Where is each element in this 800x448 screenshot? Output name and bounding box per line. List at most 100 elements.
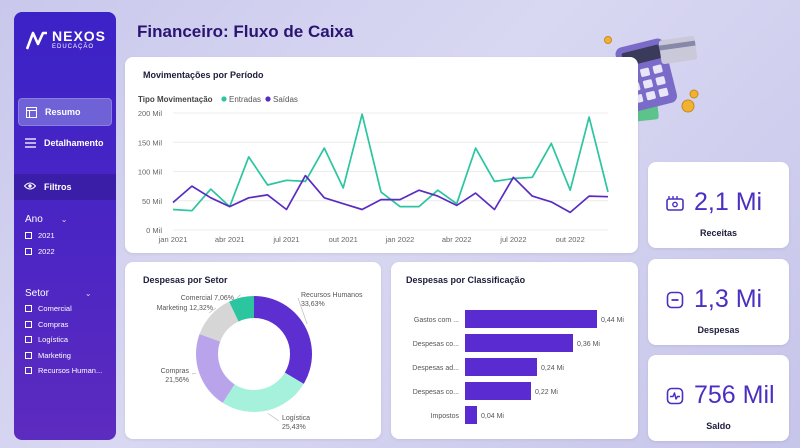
bar-value-label: 0,24 Mi bbox=[541, 365, 564, 372]
setor-filter-list: Comercial Compras Logística Marketing Re… bbox=[25, 301, 102, 379]
filtros-toggle[interactable]: Filtros bbox=[14, 174, 116, 200]
chevron-down-icon: ⌄ bbox=[84, 289, 92, 298]
y-tick-label: 50 Mil bbox=[142, 197, 162, 206]
x-tick-label: out 2021 bbox=[329, 235, 358, 244]
layout-icon bbox=[25, 106, 37, 118]
kpi-value: 756 Mil bbox=[694, 381, 775, 409]
slice-label: Logística bbox=[282, 415, 310, 422]
slice-label: Comercial 7,06% bbox=[181, 295, 234, 302]
kpi-receitas-card: 2,1 Mi Receitas bbox=[648, 162, 789, 248]
kpi-label: Receitas bbox=[699, 228, 738, 238]
leader-line bbox=[191, 373, 197, 375]
pulse-icon bbox=[666, 387, 684, 404]
checkbox-setor-comercial[interactable]: Comercial bbox=[25, 301, 102, 317]
y-tick-label: 200 Mil bbox=[138, 109, 163, 118]
checkbox-label: Comercial bbox=[38, 304, 72, 314]
ano-filter-label: Ano bbox=[25, 214, 43, 225]
nav-resumo-label: Resumo bbox=[45, 107, 81, 117]
nav-detalhamento-label: Detalhamento bbox=[44, 138, 104, 148]
bar-value-label: 0,22 Mi bbox=[535, 389, 558, 396]
x-tick-label: jan 2022 bbox=[385, 235, 415, 244]
kpi-value: 2,1 Mi bbox=[694, 188, 763, 216]
legend-title: Tipo Movimentação bbox=[138, 95, 213, 104]
bar[interactable] bbox=[465, 358, 537, 376]
checkbox-label: Logística bbox=[38, 335, 69, 345]
y-tick-label: 150 Mil bbox=[138, 138, 163, 147]
series-line-saidas[interactable] bbox=[172, 174, 609, 214]
x-tick-label: abr 2021 bbox=[215, 235, 245, 244]
leader-line bbox=[267, 413, 280, 422]
x-tick-label: abr 2022 bbox=[442, 235, 472, 244]
checkbox-ano-2021[interactable]: 2021 bbox=[25, 228, 55, 244]
checkbox-setor-marketing[interactable]: Marketing bbox=[25, 348, 102, 364]
setor-filter-label: Setor bbox=[25, 288, 49, 299]
bar-category-label: Despesas co... bbox=[413, 341, 459, 348]
bar[interactable] bbox=[465, 406, 477, 424]
slice-pct: 21,56% bbox=[165, 377, 189, 384]
leader-line bbox=[297, 297, 308, 325]
minus-icon bbox=[666, 291, 684, 308]
donut-slice[interactable] bbox=[199, 301, 239, 342]
checkbox-label: 2022 bbox=[38, 246, 55, 256]
nav-resumo-button[interactable]: Resumo bbox=[18, 98, 112, 126]
checkbox-setor-logistica[interactable]: Logística bbox=[25, 332, 102, 348]
ano-filter-list: 2021 2022 bbox=[25, 228, 55, 259]
bar[interactable] bbox=[465, 310, 597, 328]
despesas-classificacao-bar-chart: Gastos com ... 0,44 Mi Despesas co... 0,36 … bbox=[412, 310, 624, 424]
filtros-label: Filtros bbox=[44, 182, 72, 192]
chart-title: Movimentações por Período bbox=[143, 70, 264, 80]
bar-value-label: 0,44 Mi bbox=[601, 317, 624, 324]
checkbox-label: Marketing bbox=[38, 350, 71, 360]
bar[interactable] bbox=[465, 382, 531, 400]
sidebar: NEXOS EDUCAÇÃO Resumo Detalhamento Filtr… bbox=[14, 12, 116, 440]
chart-title: Despesas por Setor bbox=[143, 275, 228, 285]
bar-category-label: Impostos bbox=[431, 413, 460, 420]
setor-filter-header[interactable]: Setor ⌄ bbox=[25, 288, 92, 299]
slice-pct: 33,63% bbox=[301, 301, 325, 308]
slice-label: Marketing 12,32% bbox=[157, 305, 213, 312]
y-tick-label: 0 Mil bbox=[146, 226, 162, 235]
legend-entradas[interactable]: Entradas bbox=[229, 95, 261, 104]
donut-slice[interactable] bbox=[196, 333, 235, 403]
nexos-logo-icon bbox=[26, 31, 47, 49]
slice-label: Compras bbox=[161, 368, 190, 375]
x-tick-label: out 2022 bbox=[556, 235, 585, 244]
leader-line bbox=[208, 307, 217, 314]
bar-category-label: Despesas co... bbox=[413, 389, 459, 396]
logo: NEXOS EDUCAÇÃO bbox=[26, 29, 106, 50]
despesas-classificacao-card: Despesas por Classificação Gastos com ..… bbox=[391, 262, 638, 439]
series-line-entradas[interactable] bbox=[172, 113, 609, 212]
legend-saidas-marker bbox=[265, 96, 271, 102]
movimentacoes-line-chart: Tipo Movimentação Entradas Saídas 0 Mil 5… bbox=[138, 95, 609, 244]
wallet-icon bbox=[666, 195, 684, 211]
bar-category-label: Gastos com ... bbox=[414, 317, 459, 324]
chevron-down-icon: ⌄ bbox=[60, 215, 68, 224]
checkbox-setor-rh[interactable]: Recursos Human... bbox=[25, 363, 102, 379]
checkbox-label: Recursos Human... bbox=[38, 366, 103, 376]
legend-entradas-marker bbox=[221, 96, 227, 102]
donut-slice[interactable] bbox=[222, 372, 304, 412]
x-tick-label: jul 2021 bbox=[272, 235, 299, 244]
list-icon bbox=[24, 137, 36, 149]
checkbox-ano-2022[interactable]: 2022 bbox=[25, 244, 55, 260]
slice-pct: 25,43% bbox=[282, 424, 306, 431]
checkbox-label: Compras bbox=[38, 319, 69, 329]
x-tick-label: jan 2021 bbox=[158, 235, 188, 244]
leader-line bbox=[236, 294, 241, 299]
kpi-label: Despesas bbox=[697, 325, 740, 335]
bar-value-label: 0,04 Mi bbox=[481, 413, 504, 420]
x-tick-label: jul 2022 bbox=[499, 235, 526, 244]
bar[interactable] bbox=[465, 334, 573, 352]
ano-filter-header[interactable]: Ano ⌄ bbox=[25, 214, 68, 225]
checkbox-setor-compras[interactable]: Compras bbox=[25, 317, 102, 333]
kpi-saldo-card: 756 Mil Saldo bbox=[648, 355, 789, 441]
logo-subtitle: EDUCAÇÃO bbox=[52, 44, 95, 50]
kpi-label: Saldo bbox=[706, 421, 731, 431]
kpi-despesas-card: 1,3 Mi Despesas bbox=[648, 259, 789, 345]
donut-slice[interactable] bbox=[254, 296, 312, 384]
legend-saidas[interactable]: Saídas bbox=[273, 95, 298, 104]
nav-detalhamento-button[interactable]: Detalhamento bbox=[18, 130, 110, 156]
bar-value-label: 0,36 Mi bbox=[577, 341, 600, 348]
bar-category-label: Despesas ad... bbox=[412, 365, 459, 372]
donut-slice[interactable] bbox=[229, 296, 254, 322]
